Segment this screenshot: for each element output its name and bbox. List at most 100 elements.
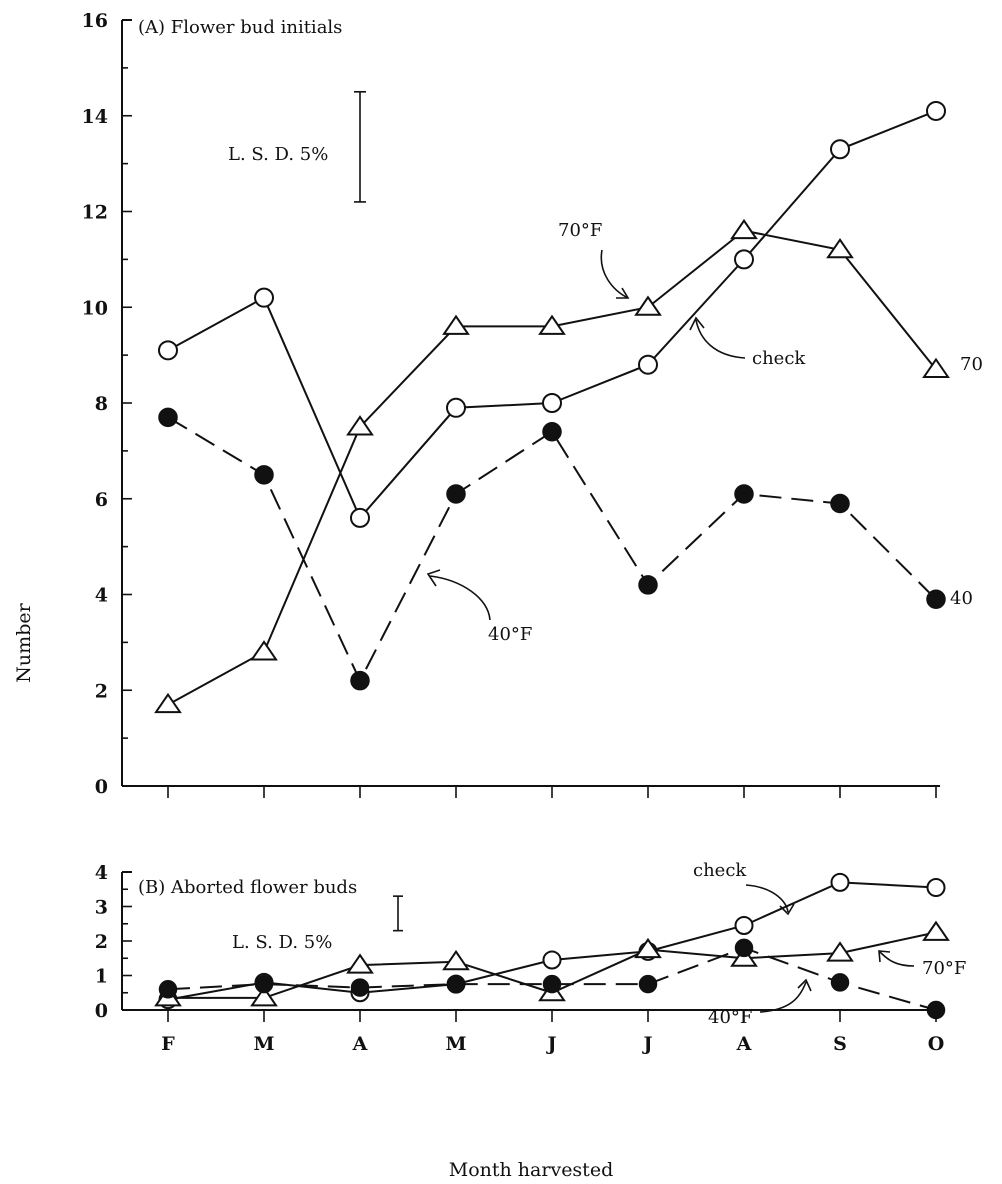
y-axis-title: Number — [13, 602, 35, 682]
a-point-40-f-1 — [254, 465, 274, 485]
b-y-tick-label-0: 0 — [95, 1000, 108, 1022]
a-point-check-1 — [254, 287, 274, 308]
b-point-40-f-3 — [446, 974, 466, 994]
a-point-check-0 — [158, 340, 178, 361]
a-point-70-f-8 — [922, 357, 950, 378]
a-y-tick-label-0: 0 — [95, 776, 108, 798]
a-point-40-f-4 — [542, 421, 562, 442]
b-point-40-f-4 — [542, 974, 562, 994]
a-point-70-f-1 — [250, 640, 278, 661]
b-point-70-f-3 — [442, 949, 470, 971]
panel-b-title: (B) Aborted flower buds — [138, 877, 357, 898]
a-point-70-f-6 — [730, 218, 758, 240]
panel-a-annot-check: check — [752, 348, 806, 369]
a-y-tick-label-16: 16 — [82, 10, 108, 32]
b-point-40-f-2 — [350, 978, 370, 997]
panel-a-arrow-70f — [600, 249, 629, 299]
panel-b-annot-70f: 70°F — [922, 958, 966, 979]
b-x-tick-label-3: M — [445, 1033, 466, 1055]
panel-b-annot-check: check — [693, 860, 747, 881]
a-series-line-40-f — [167, 416, 937, 683]
a-point-check-7 — [830, 139, 850, 160]
panel-b-arrowhead-40f — [797, 978, 812, 992]
a-point-check-4 — [542, 393, 562, 413]
a-series-line-70-f — [167, 229, 937, 706]
panel-b-arrowhead-check — [779, 903, 795, 916]
b-point-70-f-5 — [634, 937, 662, 959]
x-axis-title: Month harvested — [449, 1159, 613, 1181]
b-y-tick-label-3: 3 — [95, 897, 108, 919]
a-point-70-f-7 — [826, 238, 854, 259]
b-y-tick-label-1: 1 — [95, 966, 108, 988]
b-point-40-f-6 — [734, 938, 754, 958]
b-point-check-4 — [542, 950, 562, 970]
panel-a-lsd-bar: L. S. D. 5% — [228, 91, 366, 203]
b-point-40-f-7 — [830, 973, 850, 992]
panel-a-y-ticks: 0 2 4 6 8 10 12 14 16 — [82, 10, 132, 798]
panel-b-arrow-40f — [759, 981, 807, 1013]
panel-b-annot-40f: 40°F — [708, 1007, 752, 1028]
panel-a-title: (A) Flower bud initials — [138, 17, 342, 38]
a-point-check-6 — [734, 249, 754, 270]
b-point-70-f-7 — [826, 941, 854, 962]
panel-b-arrow-check — [745, 884, 789, 913]
panel-a-end-label-70: 70 — [960, 354, 983, 375]
b-point-40-f-8 — [926, 1000, 946, 1020]
panel-a-annot-40f: 40°F — [488, 624, 532, 645]
a-point-check-3 — [446, 397, 466, 418]
panel-a-lsd-label: L. S. D. 5% — [228, 144, 328, 165]
a-point-70-f-0 — [154, 692, 182, 714]
b-x-tick-label-6: A — [736, 1033, 752, 1055]
a-point-40-f-6 — [734, 484, 754, 504]
b-point-70-f-8 — [922, 920, 950, 941]
panel-a-arrowhead-check — [689, 316, 705, 331]
panel-b-arrow-70f — [879, 951, 915, 967]
a-point-40-f-2 — [350, 670, 370, 691]
a-point-70-f-4 — [538, 314, 566, 335]
a-point-check-2 — [350, 507, 370, 528]
a-y-tick-label-8: 8 — [95, 393, 108, 415]
panel-a-arrowhead-40f — [426, 569, 441, 587]
b-point-40-f-0 — [158, 980, 178, 999]
a-point-70-f-3 — [442, 314, 470, 335]
b-point-70-f-1 — [250, 986, 278, 1007]
a-y-tick-label-4: 4 — [95, 585, 108, 607]
b-y-tick-label-4: 4 — [95, 862, 108, 884]
a-point-40-f-7 — [830, 493, 850, 514]
panel-b-y-ticks: 0 1 2 3 4 — [95, 862, 132, 1022]
b-x-tick-label-0: F — [161, 1033, 175, 1055]
a-y-tick-label-6: 6 — [95, 489, 108, 511]
a-y-tick-label-10: 10 — [82, 297, 108, 319]
a-point-70-f-5 — [634, 295, 662, 316]
a-point-check-8 — [926, 100, 946, 121]
a-point-40-f-8 — [926, 589, 946, 610]
a-series-line-check — [167, 110, 937, 520]
a-point-40-f-3 — [446, 484, 466, 504]
b-x-tick-label-1: M — [253, 1033, 274, 1055]
panel-a-flower-bud-initials: (A) Flower bud initials 0 2 4 6 8 10 12 14 16 L.… — [82, 10, 983, 798]
b-x-tick-label-2: A — [352, 1033, 368, 1055]
panel-a-annotations: 70°F check 40°F 70 40 — [426, 220, 983, 645]
panel-b-arrowhead-70f — [878, 950, 891, 963]
panel-b-lsd-label: L. S. D. 5% — [232, 932, 332, 953]
a-point-40-f-5 — [638, 575, 658, 595]
a-point-check-5 — [638, 354, 658, 375]
panel-a-arrow-check — [695, 319, 746, 359]
b-x-tick-label-5: J — [642, 1033, 653, 1055]
a-point-70-f-2 — [346, 415, 374, 436]
panel-a-end-label-40: 40 — [950, 588, 973, 609]
a-y-tick-label-12: 12 — [82, 202, 108, 224]
panel-a-arrowhead-70f — [616, 287, 630, 299]
b-y-tick-label-2: 2 — [95, 931, 108, 953]
b-x-tick-label-4: J — [546, 1033, 557, 1055]
b-point-check-6 — [734, 915, 754, 935]
b-point-check-8 — [926, 878, 946, 898]
panel-a-annot-70f: 70°F — [558, 220, 602, 241]
panel-b-annotations: check 70°F 40°F — [693, 860, 966, 1028]
a-point-40-f-0 — [158, 407, 178, 428]
b-x-tick-label-7: S — [833, 1033, 847, 1055]
b-point-70-f-2 — [346, 953, 374, 974]
